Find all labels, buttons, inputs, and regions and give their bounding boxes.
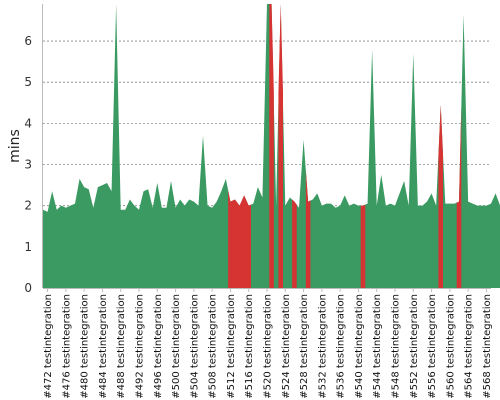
fail-area	[292, 199, 297, 288]
x-tick-label: #548 testintegration	[391, 294, 402, 399]
x-tick-label: #524 testintegration	[281, 294, 292, 399]
fail-area	[360, 204, 366, 288]
x-tick-label: #496 testintegration	[153, 294, 164, 399]
x-tick-label: #512 testintegration	[226, 294, 237, 399]
x-tick-label: #556 testintegration	[427, 294, 438, 399]
y-tick-label: 5	[24, 75, 32, 89]
x-tick-label: #544 testintegration	[372, 294, 383, 399]
x-tick-label: #488 testintegration	[116, 294, 127, 399]
fail-area	[269, 4, 274, 288]
x-tick-label: #520 testintegration	[263, 294, 274, 399]
fail-area	[278, 4, 283, 288]
y-tick-label: 6	[24, 34, 32, 48]
x-tick-label: #472 testintegration	[43, 294, 54, 399]
x-tick-label: #500 testintegration	[171, 294, 182, 399]
y-tick-label: 0	[24, 281, 32, 295]
y-tick-label: 3	[24, 158, 32, 172]
x-tick-label: #480 testintegration	[80, 294, 91, 399]
fail-area	[438, 104, 443, 288]
y-tick-label: 1	[24, 240, 32, 254]
x-tick-label: #532 testintegration	[317, 294, 328, 399]
y-axis-title: mins	[7, 129, 23, 163]
x-tick-label: #536 testintegration	[336, 294, 347, 399]
y-axis: 0 1 2 3 4 5 6	[24, 4, 43, 295]
x-tick-label: #564 testintegration	[464, 294, 475, 399]
x-tick-label: #568 testintegration	[482, 294, 493, 399]
x-tick-label: #476 testintegration	[61, 294, 72, 399]
x-tick-label: #484 testintegration	[98, 294, 109, 399]
x-tick-label: #552 testintegration	[409, 294, 420, 399]
fail-area	[456, 107, 462, 289]
x-tick-label: #560 testintegration	[445, 294, 456, 399]
fail-area	[228, 190, 251, 288]
x-tick-label: #516 testintegration	[244, 294, 255, 399]
x-axis: #472 testintegration #476 testintegration…	[43, 288, 493, 399]
fail-area	[305, 170, 311, 288]
y-tick-label: 2	[24, 199, 32, 213]
x-tick-label: #504 testintegration	[189, 294, 200, 399]
plot-area	[43, 4, 500, 289]
x-tick-label: #540 testintegration	[354, 294, 365, 399]
y-tick-label: 4	[24, 116, 32, 130]
x-tick-label: #508 testintegration	[208, 294, 219, 399]
x-tick-label: #528 testintegration	[299, 294, 310, 399]
x-tick-label: #492 testintegration	[135, 294, 146, 399]
